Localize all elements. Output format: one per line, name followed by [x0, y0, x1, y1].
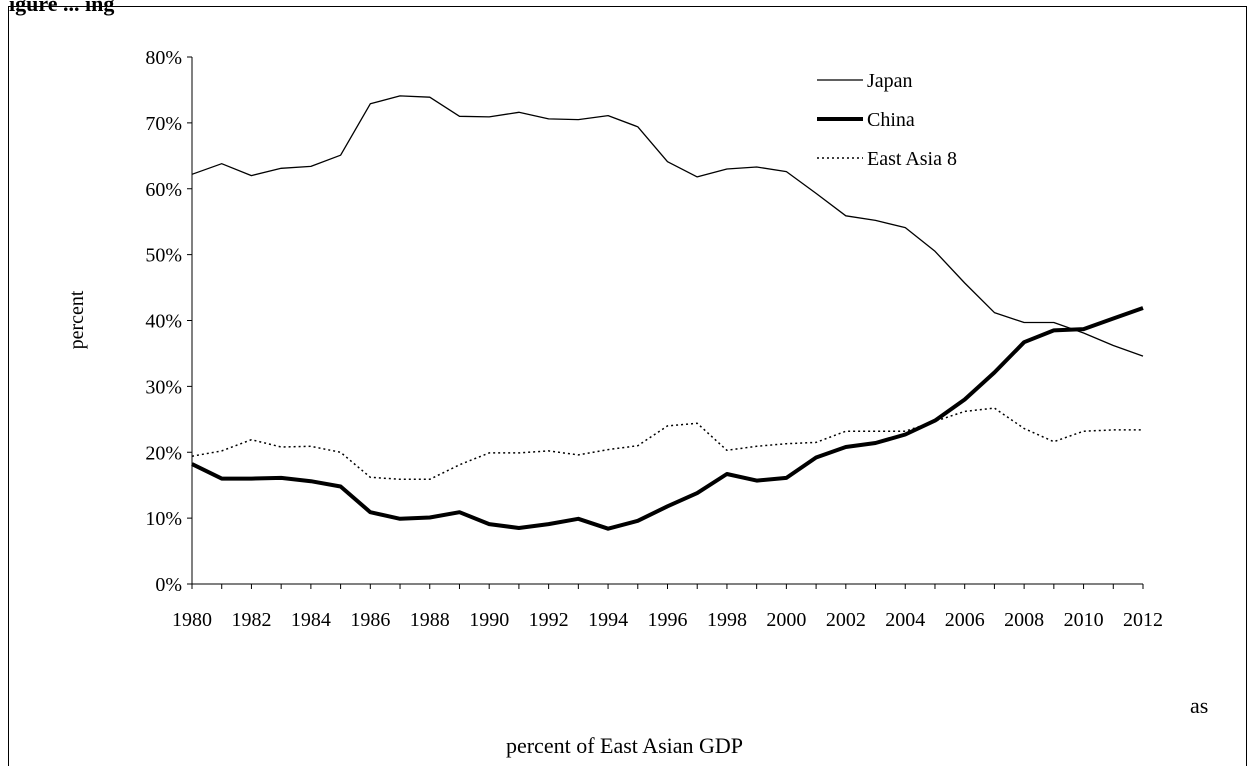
series-line-japan [191, 95, 1144, 357]
series-line-east-asia-8 [191, 407, 1143, 481]
x-tick-label: 1998 [707, 609, 747, 631]
footer-as-text: as [1190, 693, 1209, 718]
footer-caption: percent of East Asian GDP [505, 733, 744, 758]
x-tick-label: 2004 [885, 609, 925, 631]
x-tick-label: 1988 [410, 609, 450, 631]
y-tick-label: 40% [145, 311, 182, 333]
y-tick-label: 0% [155, 574, 182, 596]
x-tick-label: 2006 [945, 609, 985, 631]
y-tick-label: 20% [145, 442, 182, 464]
x-tick-label: 1984 [291, 609, 331, 631]
x-tick-label: 2012 [1123, 609, 1163, 631]
x-tick-label: 2000 [766, 609, 806, 631]
legend-label: China [867, 109, 915, 131]
legend-label: Japan [867, 70, 913, 92]
y-tick-label: 60% [145, 179, 182, 201]
y-tick-label: 50% [145, 245, 182, 267]
x-tick-label: 2010 [1064, 609, 1104, 631]
y-tick-label: 10% [145, 508, 182, 530]
y-axis-label: percent [66, 290, 88, 349]
y-tick-label: 70% [145, 113, 182, 135]
x-tick-label: 1994 [588, 609, 628, 631]
x-tick-label: 2002 [826, 609, 866, 631]
chart-series [191, 95, 1144, 531]
chart-axes: 0% 10% 20% 30% 40% 50% 60% 70% 80% 1980 1982 1984 19… [145, 47, 1163, 631]
series-line-china [191, 306, 1144, 531]
x-tick-label: 1982 [231, 609, 271, 631]
x-tick-label: 1980 [172, 609, 212, 631]
y-tick-label: 30% [145, 376, 182, 398]
x-tick-label: 1986 [350, 609, 390, 631]
x-tick-label: 2008 [1004, 609, 1044, 631]
x-tick-label: 1996 [648, 609, 688, 631]
chart-legend: Japan China East Asia 8 [817, 70, 957, 170]
y-tick-label: 80% [145, 47, 182, 69]
x-tick-label: 1992 [529, 609, 569, 631]
figure-caption-fragment: igure ... ing [9, 0, 115, 16]
legend-label: East Asia 8 [867, 148, 957, 170]
figure-frame: igure ... ing [8, 0, 1247, 766]
x-tick-label: 1990 [469, 609, 509, 631]
